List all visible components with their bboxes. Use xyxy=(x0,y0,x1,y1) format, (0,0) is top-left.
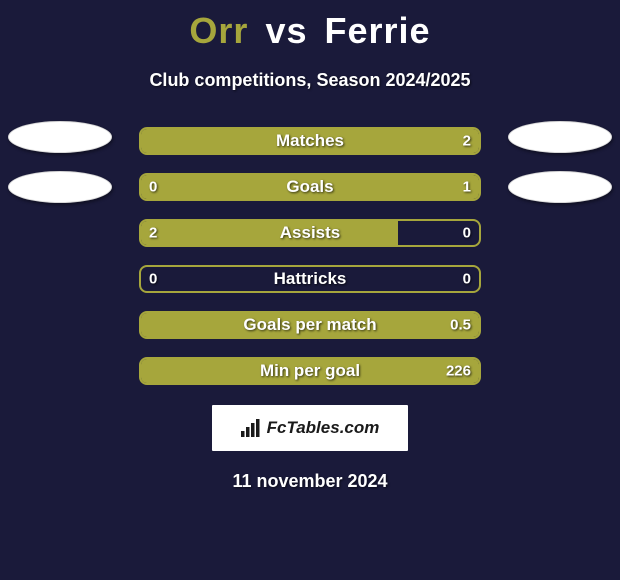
right-player-avatars xyxy=(508,121,612,203)
attribution-badge: FcTables.com xyxy=(212,405,408,451)
bar-label: Hattricks xyxy=(274,269,347,289)
bar-label: Goals per match xyxy=(243,315,376,335)
bar-value-left: 0 xyxy=(149,179,157,196)
bar-row: 0 Goals 1 xyxy=(139,173,481,201)
avatar xyxy=(508,171,612,203)
bar-row: Min per goal 226 xyxy=(139,357,481,385)
attribution-text: FcTables.com xyxy=(267,418,380,438)
bar-value-right: 0.5 xyxy=(450,317,471,334)
bars-rising-icon xyxy=(241,419,261,437)
bar-row: 0 Hattricks 0 xyxy=(139,265,481,293)
avatar xyxy=(8,121,112,153)
bar-value-right: 2 xyxy=(463,133,471,150)
avatar xyxy=(8,171,112,203)
title-right-player: Ferrie xyxy=(325,10,431,51)
bar-label: Min per goal xyxy=(260,361,360,381)
bar-row: 2 Assists 0 xyxy=(139,219,481,247)
title-vs: vs xyxy=(265,10,307,51)
comparison-title: Orr vs Ferrie xyxy=(0,0,620,52)
bar-value-right: 0 xyxy=(463,271,471,288)
avatar xyxy=(508,121,612,153)
bar-row: Goals per match 0.5 xyxy=(139,311,481,339)
bar-value-right: 226 xyxy=(446,363,471,380)
bar-fill-right xyxy=(202,175,479,199)
bar-label: Matches xyxy=(276,131,344,151)
comparison-chart: Matches 2 0 Goals 1 2 Assists 0 0 Hattricks 0 Goals… xyxy=(0,127,620,385)
bar-label: Goals xyxy=(286,177,333,197)
bar-fill-left xyxy=(141,221,398,245)
left-player-avatars xyxy=(8,121,112,203)
bar-value-left: 0 xyxy=(149,271,157,288)
bar-value-right: 0 xyxy=(463,225,471,242)
date: 11 november 2024 xyxy=(0,471,620,492)
bars-container: Matches 2 0 Goals 1 2 Assists 0 0 Hattricks 0 Goals… xyxy=(139,127,481,385)
title-left-player: Orr xyxy=(189,10,248,51)
bar-label: Assists xyxy=(280,223,340,243)
bar-value-left: 2 xyxy=(149,225,157,242)
bar-row: Matches 2 xyxy=(139,127,481,155)
bar-value-right: 1 xyxy=(463,179,471,196)
subtitle: Club competitions, Season 2024/2025 xyxy=(0,70,620,91)
